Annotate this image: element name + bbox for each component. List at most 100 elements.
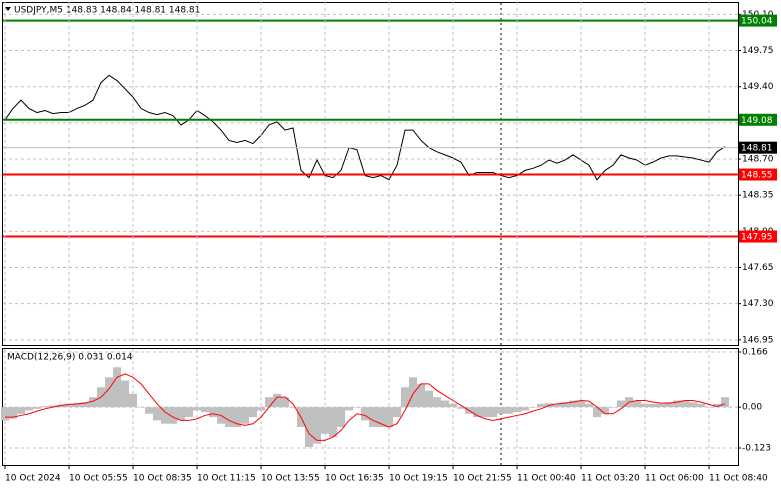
histogram-bar [169, 407, 177, 424]
histogram-bar [329, 407, 337, 438]
x-tick-label: 11 Oct 06:00 [645, 474, 704, 484]
x-tick-label: 11 Oct 03:20 [581, 474, 640, 484]
histogram-bar [201, 407, 209, 413]
histogram-bar [41, 406, 49, 408]
histogram-bar [641, 403, 649, 408]
histogram-bar [601, 407, 609, 414]
histogram-bar [633, 400, 641, 408]
histogram-bar [33, 407, 41, 409]
histogram-bar [385, 407, 393, 428]
histogram-bar [577, 400, 585, 408]
histogram-bar [225, 407, 233, 428]
x-tick-label: 10 Oct 16:35 [325, 474, 384, 484]
histogram-bar [489, 407, 497, 418]
histogram-bar [457, 407, 465, 409]
y-tick-label: 149.75 [742, 46, 774, 56]
histogram-bar [321, 407, 329, 434]
histogram-bar [265, 397, 273, 408]
y-tick-label: 0.00 [742, 403, 762, 413]
y-tick-label: 146.95 [742, 335, 774, 345]
histogram-bar [289, 407, 297, 408]
histogram-bar [593, 407, 601, 418]
level-label: 149.08 [741, 116, 773, 126]
histogram-bar [153, 407, 161, 421]
histogram-bar [353, 407, 361, 408]
series-line [5, 373, 726, 441]
x-tick-label: 11 Oct 00:40 [517, 474, 576, 484]
histogram-bar [369, 407, 377, 428]
level-label-box [739, 113, 777, 126]
histogram-bar [273, 393, 281, 408]
level-label: 147.95 [741, 233, 773, 243]
histogram-bar [105, 377, 113, 408]
histogram-bar [433, 397, 441, 408]
chart-title: USDJPY,M5 148.83 148.84 148.81 148.81 [14, 6, 200, 16]
histogram-bar [521, 407, 529, 411]
histogram-bar [657, 403, 665, 408]
histogram-bar [505, 407, 513, 414]
histogram-bar [673, 400, 681, 408]
histogram-bar [409, 377, 417, 408]
series-line [4, 74, 726, 181]
histogram-bar [161, 407, 169, 424]
histogram-bar [553, 403, 561, 408]
y-tick-label: 149.40 [742, 82, 774, 92]
histogram-bar [89, 397, 97, 408]
histogram-bar [313, 407, 321, 444]
x-tick-label: 10 Oct 21:55 [453, 474, 512, 484]
y-tick-label: 148.70 [742, 155, 774, 165]
histogram-bar [569, 400, 577, 408]
level-label-box [739, 141, 777, 154]
histogram-bar [193, 407, 201, 411]
histogram-bar [681, 400, 689, 408]
histogram-bar [145, 407, 153, 414]
histogram-bar [281, 397, 289, 408]
level-label: 150.04 [741, 17, 773, 27]
histogram-bar [121, 380, 129, 408]
histogram-bar [73, 403, 81, 408]
histogram-bar [337, 407, 345, 428]
histogram-bar [617, 400, 625, 408]
y-tick-label: 0.166 [742, 348, 768, 358]
histogram-bar [137, 407, 145, 408]
histogram-bar [17, 407, 25, 414]
histogram-bar [497, 407, 505, 414]
histogram-bar [345, 407, 353, 411]
title-arrow [5, 7, 11, 11]
histogram-bar [689, 402, 697, 408]
histogram-bar [129, 393, 137, 408]
histogram-bar [649, 403, 657, 408]
level-label-box [739, 230, 777, 243]
histogram-bar [705, 407, 713, 408]
histogram-bar [177, 407, 185, 421]
histogram-bar [305, 407, 313, 448]
histogram-bar [65, 403, 73, 408]
histogram-bar [473, 407, 481, 418]
y-tick-label: 147.65 [742, 263, 774, 273]
histogram-bar [209, 407, 217, 418]
level-label-box [739, 168, 777, 181]
histogram-bar [529, 407, 537, 408]
x-tick-label: 10 Oct 13:55 [261, 474, 320, 484]
histogram-bar [257, 407, 265, 411]
level-label-box [739, 14, 777, 27]
level-label: 148.55 [741, 171, 773, 181]
x-tick-label: 10 Oct 05:55 [69, 474, 128, 484]
histogram-bar [81, 402, 89, 408]
x-tick-label: 10 Oct 11:15 [197, 474, 256, 484]
histogram-bar [185, 407, 193, 418]
histogram-bar [585, 403, 593, 408]
histogram-bar [377, 407, 385, 428]
histogram-bar [249, 407, 257, 418]
histogram-bar [713, 403, 721, 408]
x-tick-label: 11 Oct 08:40 [709, 474, 768, 484]
histogram-bar [361, 407, 369, 421]
level-label: 148.81 [741, 144, 773, 154]
histogram-bar [537, 403, 545, 408]
histogram-bar [393, 407, 401, 418]
histogram-bar [441, 400, 449, 408]
histogram-bar [513, 407, 521, 413]
y-tick-label: -0.123 [742, 444, 771, 454]
histogram-bar [9, 407, 17, 419]
